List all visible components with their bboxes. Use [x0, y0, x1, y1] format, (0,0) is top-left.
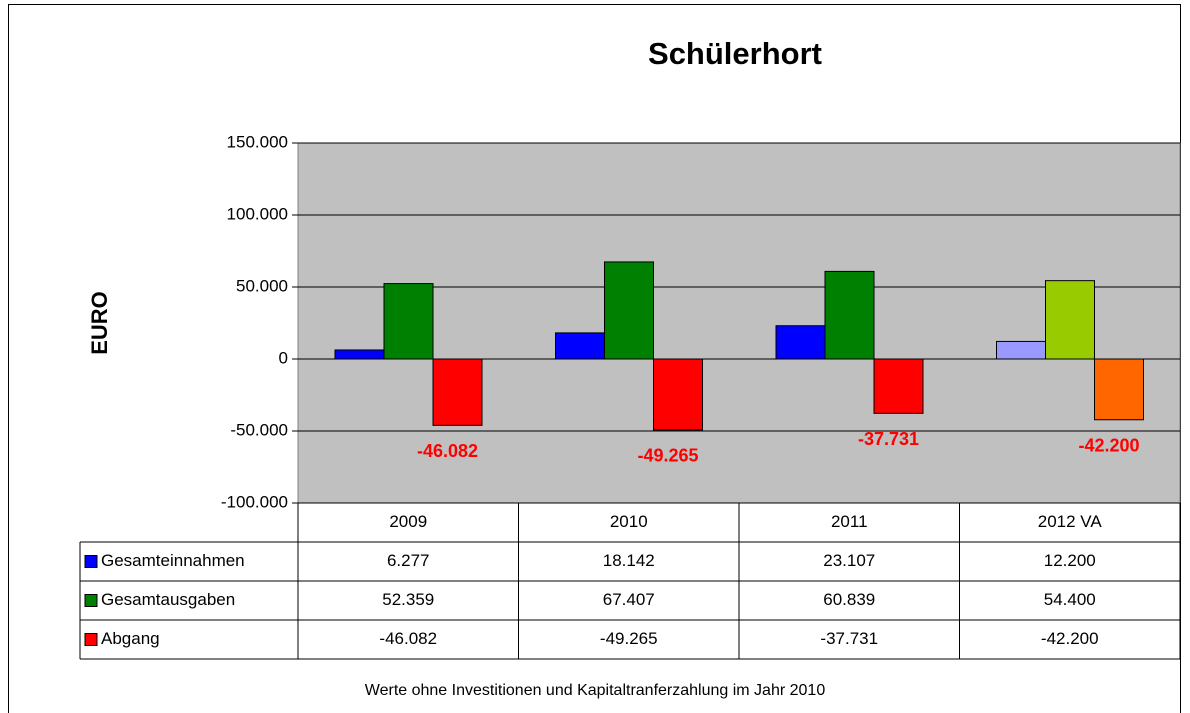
table-cell: -37.731: [820, 629, 878, 648]
footnote: Werte ohne Investitionen und Kapitaltran…: [365, 682, 826, 699]
x-tick-label: 2009: [389, 512, 427, 531]
bar: [604, 261, 654, 360]
x-tick-label: 2011: [831, 512, 868, 531]
legend-label: Gesamteinnahmen: [101, 551, 245, 570]
data-label: -49.265: [637, 446, 698, 466]
table-cell: -42.200: [1041, 629, 1099, 648]
y-tick-label: 100.000: [227, 204, 288, 223]
legend-swatch: [84, 555, 98, 568]
legend-label: Abgang: [101, 629, 160, 648]
bar: [996, 340, 1046, 360]
chart-title: Schülerhort: [648, 36, 822, 71]
y-tick-label: 0: [279, 348, 288, 367]
legend-swatch: [84, 594, 98, 607]
y-tick-label: -100.000: [221, 492, 288, 511]
x-tick-label: 2010: [610, 512, 648, 531]
y-axis-label: EURO: [87, 291, 112, 355]
table-cell: 12.200: [1044, 551, 1096, 570]
data-label: -42.200: [1078, 436, 1139, 456]
plot-area: [297, 142, 1181, 504]
bar: [824, 270, 875, 360]
table-cell: 67.407: [603, 590, 655, 609]
bar: [873, 358, 924, 414]
table-cell: 52.359: [382, 590, 434, 609]
bar: [653, 358, 703, 431]
table-cell: 18.142: [603, 551, 655, 570]
table-cell: 60.839: [823, 590, 875, 609]
bar: [1045, 280, 1095, 360]
legend-swatch: [84, 633, 98, 646]
bar: [432, 358, 483, 426]
y-tick-label: 150.000: [227, 132, 288, 151]
y-tick-label: -50.000: [230, 420, 288, 439]
bar: [555, 332, 605, 360]
x-tick-label: 2012 VA: [1038, 512, 1103, 531]
table-cell: 23.107: [823, 551, 875, 570]
y-tick-label: 50.000: [236, 276, 288, 295]
bar: [775, 325, 826, 360]
bar: [1094, 358, 1144, 421]
bar: [383, 283, 434, 360]
legend-label: Gesamtausgaben: [101, 590, 235, 609]
table-cell: -49.265: [600, 629, 658, 648]
bar: [334, 349, 385, 360]
table-cell: -46.082: [379, 629, 437, 648]
table-cell: 6.277: [387, 551, 430, 570]
table-cell: 54.400: [1044, 590, 1096, 609]
data-label: -37.731: [858, 429, 919, 449]
data-label: -46.082: [417, 441, 478, 461]
